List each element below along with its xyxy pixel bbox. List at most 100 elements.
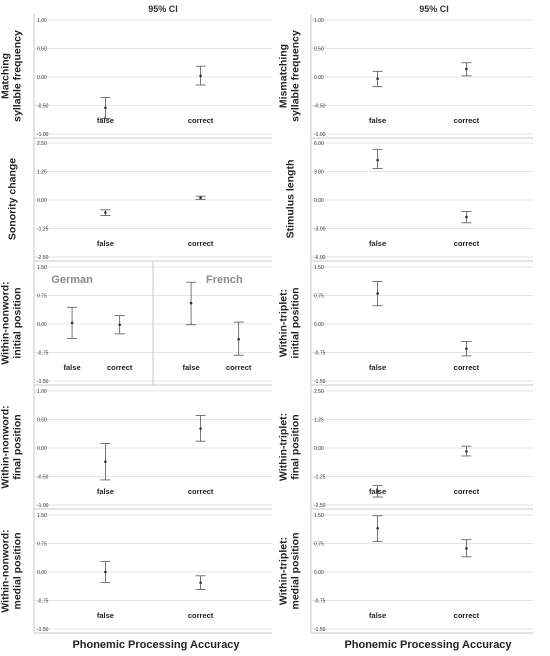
y-axis-label-line: Mismatching: [277, 44, 289, 108]
y-tick-label: 1.50: [314, 513, 324, 519]
category-label: false: [97, 611, 114, 620]
category-label: correct: [454, 363, 480, 372]
category-label: correct: [188, 239, 214, 248]
panel-1: 1.00 0.50 0.00 -0.50 -1.00 Matchingsyllable f…: [0, 14, 272, 139]
y-axis-label-line: medial position: [289, 532, 301, 609]
y-tick-label: -2.50: [37, 255, 49, 261]
mean-point: [376, 527, 379, 530]
category-label: correct: [226, 363, 252, 372]
y-axis-label-line: Within-triplet:: [277, 289, 289, 357]
y-tick-label: -1.50: [314, 379, 326, 385]
mean-point: [199, 427, 202, 430]
y-tick-label: -1.25: [314, 474, 326, 480]
category-label: false: [97, 487, 114, 496]
footer-right: Phonemic Processing Accuracy: [344, 639, 512, 651]
category-label: false: [369, 611, 386, 620]
y-tick-label: -1.00: [37, 132, 49, 138]
category-label: correct: [188, 611, 214, 620]
y-tick-label: 1.50: [37, 265, 47, 271]
y-tick-label: -3.00: [314, 226, 326, 232]
category-label: false: [369, 487, 386, 496]
mean-point: [189, 301, 193, 305]
y-tick-label: 0.00: [314, 570, 324, 576]
y-tick-label: -0.75: [314, 598, 326, 604]
y-tick-label: 0.00: [37, 322, 47, 328]
y-axis-label: Matchingsyllable frequency: [0, 30, 23, 122]
panel-3: 2.50 1.25 0.00 -1.25 -2.50 Sonority change fal…: [7, 137, 272, 262]
y-axis-label: Mismatchingsyllable frequency: [277, 30, 301, 122]
y-axis-label-line: Stimulus length: [285, 160, 297, 239]
y-tick-label: -1.25: [37, 226, 49, 232]
panel-6: 1.50 0.75 0.00 -0.75 -1.50 Within-triplet:ini…: [277, 261, 533, 386]
y-axis-label-line: Within-nonword:: [0, 529, 11, 612]
y-axis-label: Within-nonword:final position: [0, 405, 23, 488]
y-tick-label: 0.00: [314, 322, 324, 328]
y-tick-label: -0.75: [37, 598, 49, 604]
group-label: German: [51, 274, 93, 286]
category-label: false: [369, 363, 386, 372]
category-label: correct: [454, 611, 480, 620]
y-tick-label: 0.75: [37, 541, 47, 547]
y-tick-label: -1.50: [37, 627, 49, 633]
y-tick-label: -0.50: [314, 103, 326, 109]
y-axis-label: Within-nonword:medial position: [0, 529, 23, 612]
mean-point: [465, 67, 468, 71]
mean-point: [104, 211, 107, 214]
y-axis-label-line: syllable frequency: [11, 30, 23, 122]
mean-point: [237, 337, 240, 341]
y-tick-label: 1.25: [37, 169, 47, 175]
y-tick-label: 0.50: [314, 46, 324, 52]
y-axis-label-line: final position: [11, 414, 23, 479]
y-axis-label: Stimulus length: [285, 160, 297, 239]
category-label: false: [369, 239, 386, 248]
mean-point: [376, 292, 379, 295]
y-tick-label: 0.50: [37, 417, 47, 423]
header-left: 95% CI: [148, 4, 178, 14]
panel-7: 1.00 0.50 0.00 -0.50 -1.00 Within-nonword:fin…: [0, 385, 272, 510]
y-axis-label: Within-triplet:medial position: [277, 532, 301, 609]
mean-point: [465, 450, 468, 453]
y-tick-label: -0.75: [314, 350, 326, 356]
y-tick-label: 0.50: [37, 46, 47, 52]
mean-point: [70, 321, 74, 325]
y-axis-label-line: initial position: [289, 287, 301, 358]
y-tick-label: 1.50: [37, 513, 47, 519]
panel-4: 6.00 3.00 0.00 -3.00 -6.00 Stimulus length fal…: [285, 137, 533, 262]
category-label: false: [183, 363, 200, 372]
y-axis-label-line: initial position: [11, 287, 23, 358]
mean-point: [465, 347, 468, 351]
panel-5: 1.50 0.75 0.00 -0.75 -1.50 Within-nonword:ini…: [0, 261, 272, 386]
header-right: 95% CI: [419, 4, 449, 14]
mean-point: [376, 158, 379, 162]
category-label: false: [97, 116, 114, 125]
category-label: correct: [454, 116, 480, 125]
y-tick-label: -0.75: [37, 350, 49, 356]
mean-point: [199, 74, 202, 78]
y-tick-label: 0.00: [314, 75, 324, 81]
y-axis-label-line: Within-nonword:: [0, 405, 11, 488]
y-tick-label: -2.50: [314, 503, 326, 509]
y-tick-label: 6.00: [314, 141, 324, 147]
y-tick-label: -1.00: [314, 132, 326, 138]
category-label: false: [64, 363, 81, 372]
panel-2: 1.00 0.50 0.00 -0.50 -1.00 Mismatchingsyllabl…: [277, 14, 533, 139]
y-axis-label-line: final position: [289, 414, 301, 479]
y-tick-label: 2.50: [314, 389, 324, 395]
y-tick-label: -0.50: [37, 474, 49, 480]
y-tick-label: 0.75: [314, 293, 324, 299]
y-tick-label: -6.00: [314, 255, 326, 261]
category-label: correct: [188, 487, 214, 496]
category-label: false: [97, 239, 114, 248]
mean-point: [465, 215, 468, 219]
y-tick-label: -0.50: [37, 103, 49, 109]
y-tick-label: 0.75: [314, 541, 324, 547]
mean-point: [199, 196, 202, 200]
y-tick-label: 1.50: [314, 265, 324, 271]
group-1: German false correct: [51, 274, 133, 372]
y-axis-label-line: Within-nonword:: [0, 281, 11, 364]
y-axis-label-line: Matching: [0, 53, 11, 99]
category-label: correct: [188, 116, 214, 125]
y-axis-label-line: Sonority change: [7, 158, 19, 240]
